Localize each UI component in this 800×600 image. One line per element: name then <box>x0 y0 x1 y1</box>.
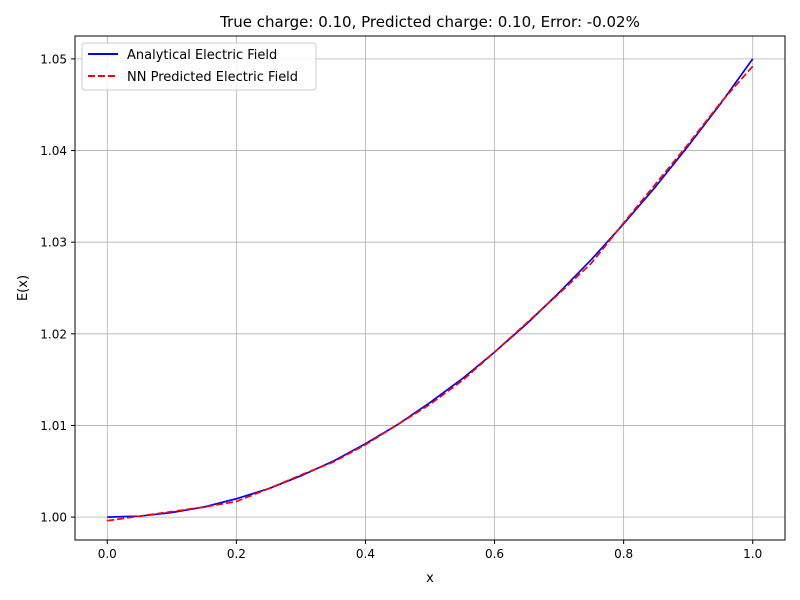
y-tick-label: 1.02 <box>40 327 67 341</box>
x-axis-label: x <box>426 571 434 586</box>
legend: Analytical Electric Field NN Predicted E… <box>81 42 317 91</box>
x-tick-label: 0.0 <box>98 547 117 561</box>
x-tick-label: 0.8 <box>614 547 633 561</box>
y-tick-label: 1.01 <box>40 419 67 433</box>
x-tick-label: 1.0 <box>743 547 762 561</box>
y-tick-label: 1.00 <box>40 511 67 525</box>
legend-label-analytical: Analytical Electric Field <box>127 48 277 63</box>
x-tick-label: 0.4 <box>356 547 375 561</box>
chart-title: True charge: 0.10, Predicted charge: 0.1… <box>219 13 640 31</box>
y-axis: 1.00 1.01 1.02 1.03 1.04 1.05 <box>40 52 75 525</box>
x-tick-label: 0.6 <box>485 547 504 561</box>
plot-lines <box>107 58 754 522</box>
legend-label-nn-predicted: NN Predicted Electric Field <box>127 70 298 85</box>
y-axis-label: E(x) <box>16 275 31 301</box>
plot-frame <box>74 35 786 541</box>
legend-box <box>81 42 317 91</box>
x-tick-label: 0.2 <box>227 547 246 561</box>
y-tick-label: 1.04 <box>40 144 67 158</box>
grid <box>75 36 785 540</box>
y-tick-label: 1.03 <box>40 236 67 250</box>
y-tick-label: 1.05 <box>40 52 67 66</box>
x-axis: 0.0 0.2 0.4 0.6 0.8 1.0 <box>98 540 762 561</box>
series-line-analytical <box>107 58 754 518</box>
